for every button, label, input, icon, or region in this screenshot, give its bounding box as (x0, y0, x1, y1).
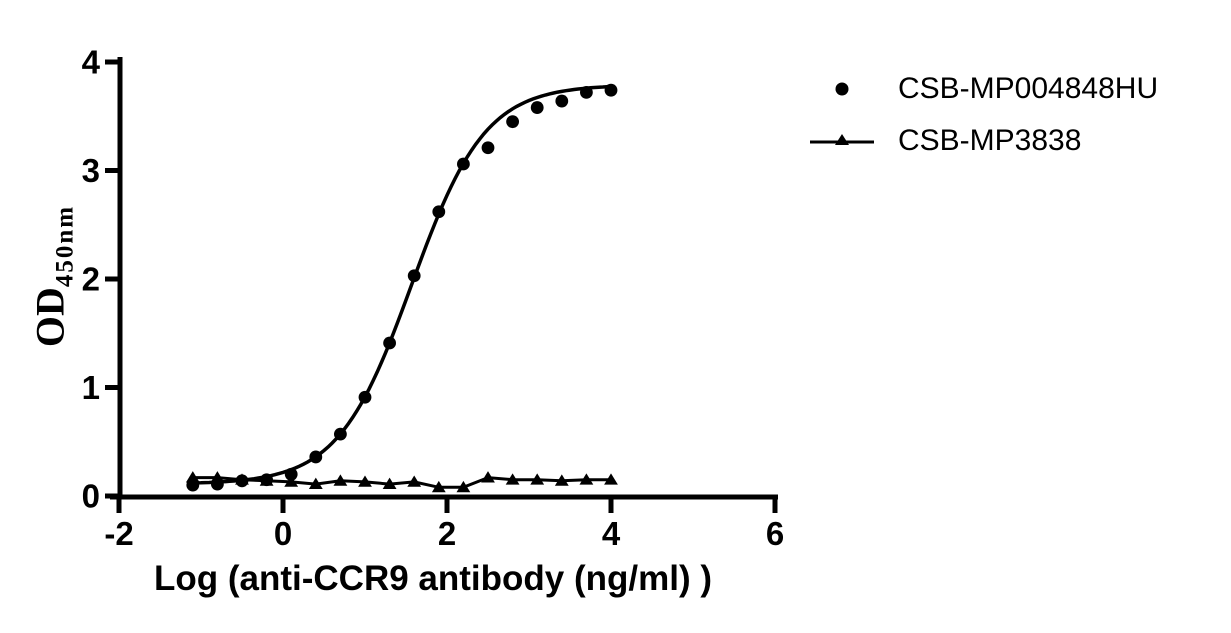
data-point-circle (530, 101, 544, 114)
y-tick-label: 1 (82, 369, 100, 406)
data-point-triangle (259, 474, 274, 486)
y-tick-label: 2 (82, 261, 100, 298)
data-point-triangle (358, 475, 372, 487)
y-axis-title-subscript: 450nm (51, 204, 79, 288)
y-axis-title-main: OD (27, 287, 73, 348)
data-point-triangle (185, 471, 200, 483)
data-point-triangle (554, 474, 569, 486)
data-point-triangle (210, 471, 225, 483)
data-point-circle (580, 85, 593, 99)
y-tick-label: 0 (82, 478, 100, 515)
data-point-triangle (579, 473, 594, 485)
x-tick-label: 0 (274, 515, 292, 552)
x-tick-label: 4 (602, 515, 621, 552)
y-tick-label: 4 (82, 44, 101, 81)
data-point-circle (555, 94, 569, 108)
control-series-line-csb-mp3838 (192, 476, 611, 489)
data-point-circle (383, 336, 396, 350)
legend-label: CSB-MP004848HU (898, 72, 1159, 105)
data-point-triangle (284, 475, 299, 487)
data-point-circle (481, 141, 495, 155)
data-point-circle (457, 157, 470, 171)
data-point-triangle (333, 474, 348, 486)
data-point-triangle (235, 473, 249, 485)
data-point-circle (284, 467, 298, 481)
legend-label: CSB-MP3838 (898, 124, 1082, 157)
data-point-circle (604, 83, 618, 97)
legend-item-csb-mp3838: CSB-MP3838 (808, 115, 1158, 167)
data-point-triangle (407, 475, 422, 487)
data-point-triangle (505, 473, 520, 485)
y-axis-title: OD450nm (27, 205, 80, 347)
data-point-circle (334, 427, 347, 441)
data-point-triangle (456, 480, 471, 493)
x-axis-title: Log (anti-CCR9 antibody (ng/ml) ) (154, 559, 712, 598)
x-tick-label: 6 (766, 515, 784, 552)
x-tick-label: -2 (104, 515, 133, 552)
data-point-circle (506, 115, 519, 129)
triangle-line-marker-icon (808, 130, 876, 152)
data-point-triangle (308, 477, 323, 489)
legend: CSB-MP004848HU CSB-MP3838 (808, 63, 1158, 167)
data-point-triangle (481, 471, 495, 483)
data-point-circle (309, 450, 323, 464)
data-point-triangle (604, 473, 618, 485)
legend-item-csb-mp004848hu: CSB-MP004848HU (808, 63, 1158, 115)
data-point-triangle (382, 477, 397, 489)
data-point-circle (407, 269, 421, 283)
x-tick-label: 2 (438, 515, 456, 552)
y-tick-label: 3 (82, 152, 100, 189)
circle-marker-icon (808, 78, 876, 100)
data-point-triangle (530, 473, 545, 485)
data-point-triangle (431, 480, 446, 493)
data-point-circle (432, 205, 446, 219)
data-point-circle (358, 390, 372, 404)
fit-curve-csb-mp004848hu (188, 84, 612, 485)
